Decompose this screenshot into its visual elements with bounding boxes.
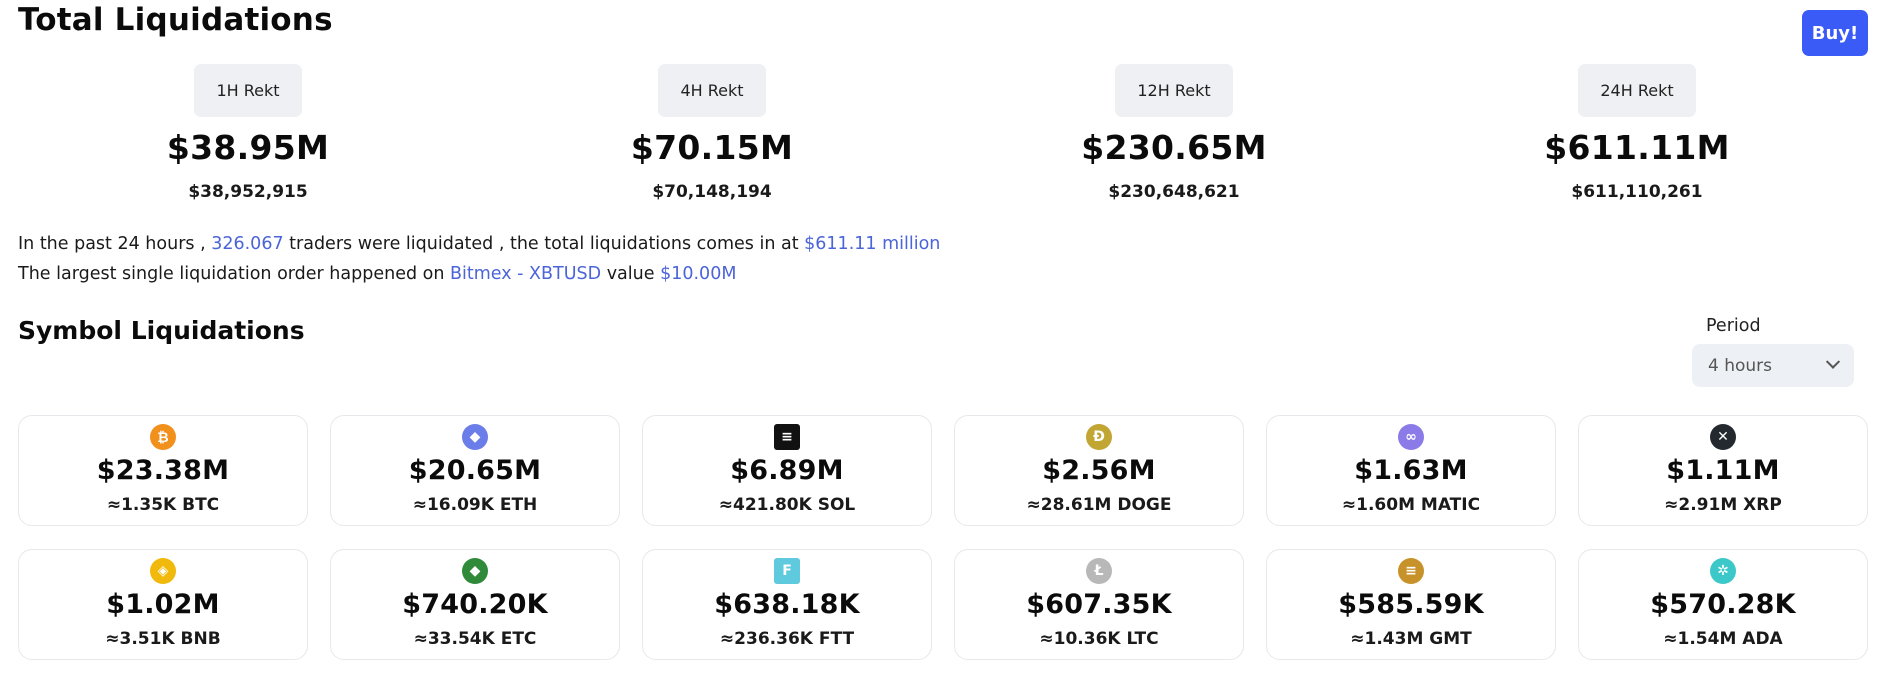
rekt-1h: 1H Rekt $38.95M $38,952,915 [118, 64, 378, 202]
largest-order-value: $10.00M [660, 264, 737, 284]
period-value: 4 hours [1708, 355, 1773, 376]
ftx-token-icon: F [774, 558, 800, 584]
symbol-liquidation-value: $1.63M [1354, 455, 1468, 486]
rekt-1h-label: 1H Rekt [194, 64, 302, 117]
rekt-12h-short: $230.65M [1081, 128, 1267, 167]
symbol-liquidation-amount: ≈236.36K FTT [719, 629, 855, 649]
total-liquidations-value: $611.11 million [804, 234, 941, 254]
rekt-24h-label: 24H Rekt [1578, 64, 1696, 117]
xrp-icon: ✕ [1710, 424, 1736, 450]
symbol-liquidation-value: $1.02M [106, 589, 220, 620]
symbol-card[interactable]: F $638.18K ≈236.36K FTT [642, 549, 932, 660]
symbol-liquidation-value: $585.59K [1338, 589, 1484, 620]
summary-line-1: In the past 24 hours , 326.067 traders w… [18, 229, 940, 259]
symbol-liquidation-value: $607.35K [1026, 589, 1172, 620]
symbol-card[interactable]: ◆ $740.20K ≈33.54K ETC [330, 549, 620, 660]
symbol-liquidation-amount: ≈10.36K LTC [1039, 629, 1159, 649]
rekt-1h-full: $38,952,915 [188, 182, 308, 202]
rekt-12h-full: $230,648,621 [1108, 182, 1240, 202]
summary-24h-middle: traders were liquidated , the total liqu… [289, 234, 799, 254]
rekt-12h: 12H Rekt $230.65M $230,648,621 [1044, 64, 1304, 202]
period-select[interactable]: 4 hours [1692, 344, 1854, 387]
symbol-liquidation-amount: ≈28.61M DOGE [1026, 495, 1172, 515]
symbol-liquidation-value: $23.38M [96, 455, 230, 486]
symbol-liquidation-amount: ≈1.60M MATIC [1341, 495, 1481, 515]
symbol-card[interactable]: ◈ $1.02M ≈3.51K BNB [18, 549, 308, 660]
rekt-12h-label: 12H Rekt [1115, 64, 1233, 117]
largest-order-value-label: value [606, 264, 655, 284]
bnb-icon: ◈ [150, 558, 176, 584]
symbol-liquidation-value: $20.65M [408, 455, 542, 486]
summary-24h-prefix: In the past 24 hours , [18, 234, 206, 254]
period-label: Period [1706, 316, 1761, 336]
rekt-24h-short: $611.11M [1544, 128, 1730, 167]
page-title: Total Liquidations [18, 2, 333, 38]
symbol-liquidations-title: Symbol Liquidations [18, 316, 305, 345]
rekt-1h-short: $38.95M [166, 128, 330, 167]
cardano-icon: ✲ [1710, 558, 1736, 584]
summary-line-2: The largest single liquidation order hap… [18, 259, 940, 289]
symbol-liquidation-value: $6.89M [730, 455, 844, 486]
largest-order-prefix: The largest single liquidation order hap… [18, 264, 445, 284]
stepn-gmt-icon: ≡ [1398, 558, 1424, 584]
ethereum-classic-icon: ◆ [462, 558, 488, 584]
symbol-liquidation-amount: ≈33.54K ETC [413, 629, 537, 649]
symbol-liquidation-amount: ≈3.51K BNB [105, 629, 221, 649]
largest-order-exchange-link[interactable]: Bitmex - XBTUSD [450, 264, 602, 284]
symbol-liquidation-amount: ≈1.43M GMT [1350, 629, 1472, 649]
polygon-icon: ∞ [1398, 424, 1424, 450]
symbol-card[interactable]: ✕ $1.11M ≈2.91M XRP [1578, 415, 1868, 526]
rekt-24h-full: $611,110,261 [1571, 182, 1703, 202]
rekt-4h-full: $70,148,194 [652, 182, 772, 202]
symbol-card[interactable]: Ł $607.35K ≈10.36K LTC [954, 549, 1244, 660]
litecoin-icon: Ł [1086, 558, 1112, 584]
symbol-liquidation-amount: ≈1.35K BTC [106, 495, 220, 515]
symbol-card[interactable]: ≡ $6.89M ≈421.80K SOL [642, 415, 932, 526]
rekt-24h: 24H Rekt $611.11M $611,110,261 [1507, 64, 1767, 202]
symbol-card[interactable]: Ð $2.56M ≈28.61M DOGE [954, 415, 1244, 526]
solana-icon: ≡ [774, 424, 800, 450]
symbol-liquidation-amount: ≈421.80K SOL [718, 495, 856, 515]
symbol-liquidation-value: $740.20K [402, 589, 548, 620]
summary-text: In the past 24 hours , 326.067 traders w… [18, 229, 940, 289]
bitcoin-icon: ₿ [150, 424, 176, 450]
rekt-4h-short: $70.15M [630, 128, 794, 167]
symbol-liquidation-amount: ≈16.09K ETH [412, 495, 538, 515]
symbol-card[interactable]: ₿ $23.38M ≈1.35K BTC [18, 415, 308, 526]
symbol-liquidation-value: $570.28K [1650, 589, 1796, 620]
dogecoin-icon: Ð [1086, 424, 1112, 450]
chevron-down-icon [1825, 354, 1841, 369]
symbol-liquidation-amount: ≈1.54M ADA [1663, 629, 1783, 649]
rekt-4h-label: 4H Rekt [658, 64, 766, 117]
traders-count: 326.067 [211, 234, 284, 254]
symbol-card[interactable]: ≡ $585.59K ≈1.43M GMT [1266, 549, 1556, 660]
symbol-liquidation-value: $2.56M [1042, 455, 1156, 486]
symbol-card[interactable]: ✲ $570.28K ≈1.54M ADA [1578, 549, 1868, 660]
symbol-liquidation-value: $1.11M [1666, 455, 1780, 486]
symbol-card[interactable]: ∞ $1.63M ≈1.60M MATIC [1266, 415, 1556, 526]
rekt-4h: 4H Rekt $70.15M $70,148,194 [582, 64, 842, 202]
ethereum-icon: ◆ [462, 424, 488, 450]
symbol-liquidation-value: $638.18K [714, 589, 860, 620]
buy-button[interactable]: Buy! [1802, 10, 1868, 56]
symbol-card[interactable]: ◆ $20.65M ≈16.09K ETH [330, 415, 620, 526]
symbol-liquidation-amount: ≈2.91M XRP [1664, 495, 1782, 515]
